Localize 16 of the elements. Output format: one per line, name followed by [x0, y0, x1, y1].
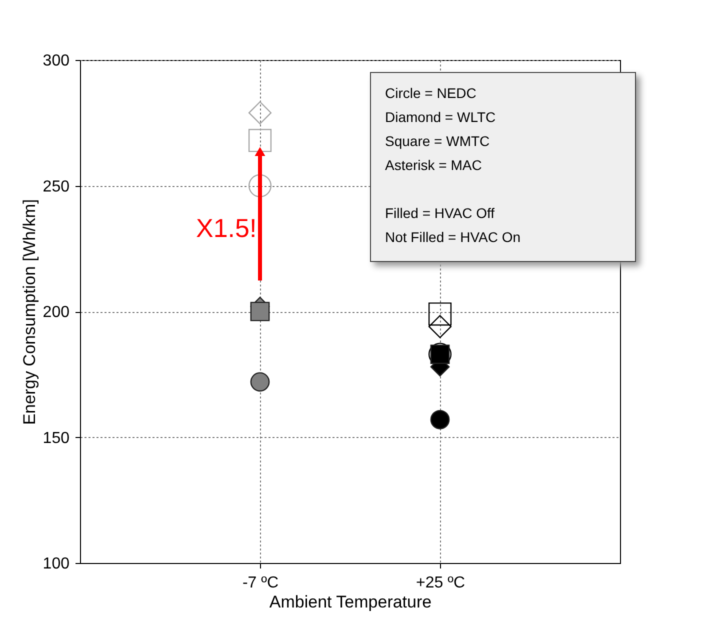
y-tick-label: 300	[42, 52, 70, 70]
x-tick-label: -7 ºC	[242, 574, 279, 592]
annotation: Filled = HVAC Off	[385, 204, 496, 223]
x-tick-label: +25 ºC	[416, 574, 465, 592]
annotation: Square = WMTC	[385, 132, 491, 151]
annotation: Not Filled = HVAC On	[385, 228, 522, 247]
annotation: Diamond = WLTC	[385, 108, 497, 127]
annotation: X1.5!	[196, 213, 257, 244]
y-tick-label: 100	[42, 556, 70, 572]
y-tick-label: 200	[42, 304, 70, 321]
annotation: Asterisk = MAC	[385, 156, 483, 175]
y-axis-title: Energy Consumption [Wh/km]	[20, 199, 39, 425]
y-tick-label: 150	[42, 430, 70, 447]
x-axis-title: Ambient Temperature	[269, 592, 432, 612]
annotation: Circle = NEDC	[385, 84, 478, 103]
y-tick-label: 250	[42, 178, 70, 196]
